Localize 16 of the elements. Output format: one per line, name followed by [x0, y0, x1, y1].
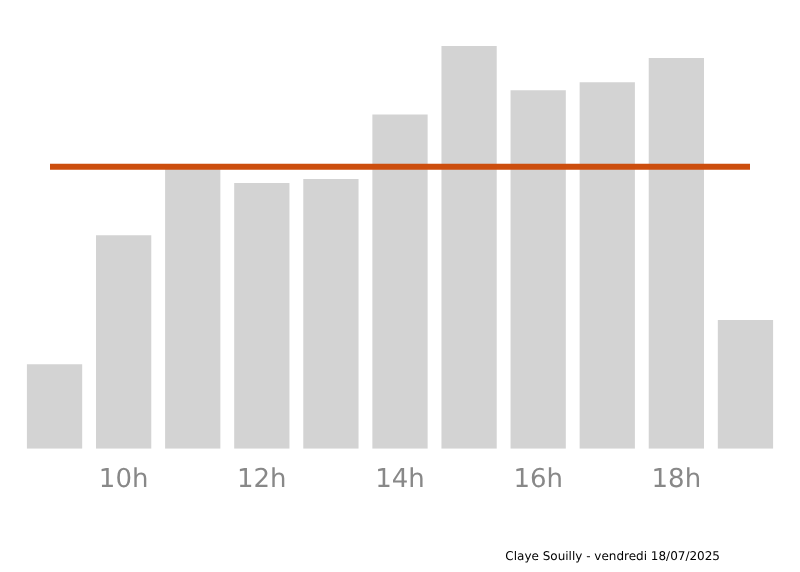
bar	[234, 182, 290, 449]
x-tick-label: 16h	[513, 465, 563, 496]
bar	[165, 166, 221, 449]
x-tick-label: 14h	[375, 465, 425, 496]
bar	[510, 90, 566, 449]
bar	[26, 364, 83, 449]
bar	[303, 178, 359, 449]
bar	[717, 319, 774, 449]
x-tick-label: 10h	[98, 465, 149, 496]
bar	[441, 46, 497, 449]
bar	[372, 114, 428, 449]
bar	[648, 58, 704, 449]
bar	[96, 235, 152, 449]
bar	[579, 82, 635, 449]
x-tick-label: 18h	[651, 465, 702, 496]
x-tick-label: 12h	[237, 465, 287, 496]
